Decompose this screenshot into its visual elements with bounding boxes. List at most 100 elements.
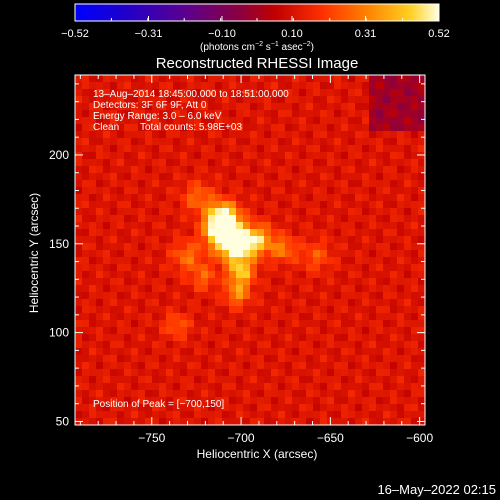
heatmap-cell (138, 390, 146, 398)
heatmap-cell (397, 215, 405, 223)
heatmap-cell (201, 355, 209, 363)
heatmap-cell (180, 390, 188, 398)
heatmap-cell (124, 82, 132, 90)
heatmap-cell (341, 418, 349, 426)
heatmap-cell (404, 208, 412, 216)
heatmap-cell (250, 313, 258, 321)
heatmap-cell (159, 271, 167, 279)
heatmap-cell (131, 208, 139, 216)
heatmap-cell (236, 159, 244, 167)
heatmap-cell (215, 264, 223, 272)
heatmap-cell (187, 292, 195, 300)
heatmap-cell (376, 355, 384, 363)
heatmap-cell (404, 110, 412, 118)
heatmap-cell (145, 194, 153, 202)
heatmap-cell (418, 313, 426, 321)
heatmap-cell (215, 131, 223, 139)
heatmap-cell (264, 285, 272, 293)
heatmap-cell (110, 229, 118, 237)
heatmap-cell (96, 145, 104, 153)
heatmap-cell (320, 229, 328, 237)
heatmap-cell (138, 194, 146, 202)
heatmap-cell (89, 145, 97, 153)
heatmap-cell (215, 376, 223, 384)
heatmap-cell (96, 369, 104, 377)
heatmap-cell (320, 327, 328, 335)
heatmap-cell (166, 376, 174, 384)
heatmap-cell (222, 341, 230, 349)
heatmap-cell (201, 180, 209, 188)
heatmap-cell (229, 152, 237, 160)
heatmap-cell (306, 250, 314, 258)
heatmap-cell (418, 292, 426, 300)
heatmap-cell (299, 306, 307, 314)
heatmap-cell (96, 159, 104, 167)
heatmap-cell (355, 376, 363, 384)
heatmap-cell (236, 187, 244, 195)
heatmap-cell (117, 299, 125, 307)
heatmap-cell (152, 285, 160, 293)
heatmap-cell (341, 124, 349, 132)
heatmap-cell (131, 418, 139, 426)
heatmap-cell (187, 250, 195, 258)
heatmap-cell (264, 75, 272, 83)
heatmap-cell (89, 124, 97, 132)
heatmap-cell (201, 166, 209, 174)
heatmap-cell (341, 285, 349, 293)
heatmap-cell (411, 117, 419, 125)
heatmap-cell (313, 376, 321, 384)
heatmap-cell (173, 278, 181, 286)
heatmap-cell (383, 341, 391, 349)
heatmap-cell (152, 306, 160, 314)
heatmap-cell (103, 236, 111, 244)
heatmap-cell (362, 173, 370, 181)
heatmap-cell (264, 355, 272, 363)
heatmap-cell (306, 299, 314, 307)
heatmap-cell (173, 264, 181, 272)
heatmap-cell (320, 313, 328, 321)
heatmap-cell (341, 390, 349, 398)
heatmap-cell (145, 341, 153, 349)
heatmap-cell (159, 327, 167, 335)
heatmap-cell (236, 320, 244, 328)
heatmap-cell (257, 362, 265, 370)
heatmap-cell (75, 89, 83, 97)
heatmap-cell (411, 264, 419, 272)
heatmap-cell (257, 264, 265, 272)
heatmap-cell (208, 299, 216, 307)
heatmap-cell (348, 208, 356, 216)
heatmap-cell (271, 166, 279, 174)
heatmap-cell (411, 383, 419, 391)
heatmap-cell (138, 355, 146, 363)
heatmap-cell (327, 313, 335, 321)
heatmap-cell (180, 362, 188, 370)
heatmap-cell (180, 341, 188, 349)
heatmap-cell (250, 418, 258, 426)
heatmap-cell (75, 327, 83, 335)
heatmap-cell (257, 173, 265, 181)
heatmap-cell (145, 201, 153, 209)
heatmap-cell (166, 201, 174, 209)
heatmap-cell (292, 285, 300, 293)
heatmap-cell (166, 166, 174, 174)
heatmap-cell (145, 180, 153, 188)
heatmap-cell (257, 299, 265, 307)
heatmap-cell (82, 348, 90, 356)
heatmap-cell (397, 292, 405, 300)
heatmap-cell (271, 250, 279, 258)
heatmap-cell (194, 271, 202, 279)
heatmap-cell (271, 327, 279, 335)
heatmap-cell (117, 285, 125, 293)
heatmap-cell (313, 173, 321, 181)
heatmap-cell (299, 194, 307, 202)
heatmap-cell (138, 159, 146, 167)
heatmap-cell (334, 194, 342, 202)
heatmap-cell (320, 306, 328, 314)
heatmap-cell (187, 404, 195, 412)
heatmap-cell (376, 299, 384, 307)
heatmap-cell (201, 292, 209, 300)
heatmap-cell (285, 327, 293, 335)
heatmap-cell (187, 418, 195, 426)
heatmap-cell (404, 89, 412, 97)
heatmap-cell (390, 117, 398, 125)
